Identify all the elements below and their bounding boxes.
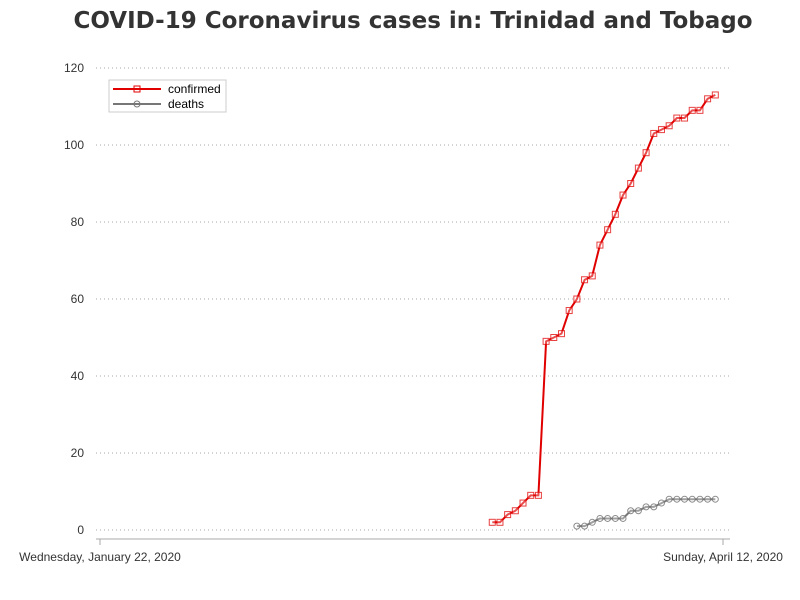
data-point-confirmed [550,334,558,341]
series-deaths [573,495,719,530]
data-point-deaths [696,495,704,503]
y-tick-label: 20 [71,446,85,460]
y-tick-label: 100 [64,138,84,152]
data-point-confirmed [665,122,673,130]
data-point-confirmed [611,210,619,218]
axes: 0 20 40 60 80 100 120 Wednesday, January 22, 20… [19,61,783,564]
y-tick-label: 120 [64,61,84,75]
data-point-confirmed [511,507,519,515]
data-point-confirmed [627,180,635,187]
data-point-deaths [665,495,673,503]
series-confirmed [488,91,719,526]
data-point-deaths [642,503,650,511]
data-point-confirmed [588,272,596,280]
data-point-deaths [588,518,596,526]
data-point-deaths [604,514,612,522]
data-point-confirmed [650,129,658,137]
grid-lines [96,67,730,531]
data-point-deaths [673,495,681,503]
data-point-confirmed [657,126,665,134]
series-lines [488,91,719,530]
data-point-deaths [634,507,642,515]
x-tick-label: Wednesday, January 22, 2020 [19,550,181,564]
data-point-deaths [581,522,589,530]
y-tick-label: 60 [71,292,85,306]
data-point-confirmed [681,114,689,122]
data-point-confirmed [496,518,504,526]
data-point-deaths [704,495,712,503]
data-point-confirmed [534,491,542,499]
legend-label-confirmed: confirmed [168,82,221,96]
data-point-confirmed [557,330,565,338]
data-point-deaths [573,522,581,530]
data-point-confirmed [542,337,550,345]
series-line-confirmed [492,94,716,524]
data-point-confirmed [619,191,627,199]
data-point-confirmed [604,226,612,234]
data-point-confirmed [488,518,496,526]
y-tick-label: 40 [71,369,85,383]
data-point-deaths [627,507,635,515]
data-point-confirmed [688,106,696,114]
series-line-deaths [576,498,716,528]
data-point-confirmed [673,114,681,122]
data-point-confirmed [711,91,719,99]
data-point-deaths [711,495,719,503]
legend-marker-confirmed [133,85,141,93]
data-point-confirmed [596,241,604,249]
data-point-confirmed [696,106,704,114]
data-point-deaths [681,495,689,503]
data-point-confirmed [519,499,527,507]
legend-marker-deaths [133,100,141,108]
data-point-confirmed [642,149,650,157]
data-point-deaths [657,499,665,507]
legend-box [108,79,227,113]
data-point-deaths [650,503,658,511]
data-point-deaths [611,514,619,522]
legend-label-deaths: deaths [168,97,204,111]
data-point-confirmed [527,491,535,499]
data-point-deaths [688,495,696,503]
data-point-deaths [596,514,604,522]
x-tick-label: Sunday, April 12, 2020 [663,550,783,564]
y-tick-label: 80 [71,215,85,229]
data-point-confirmed [504,511,512,519]
data-point-confirmed [634,164,642,172]
legend: confirmed deaths [108,79,227,113]
data-point-confirmed [565,307,573,315]
chart-title: COVID-19 Coronavirus cases in: Trinidad … [73,8,753,34]
data-point-confirmed [581,276,589,284]
data-point-confirmed [704,95,712,103]
data-point-confirmed [573,295,581,303]
data-point-deaths [619,514,627,522]
y-tick-label: 0 [77,523,84,537]
